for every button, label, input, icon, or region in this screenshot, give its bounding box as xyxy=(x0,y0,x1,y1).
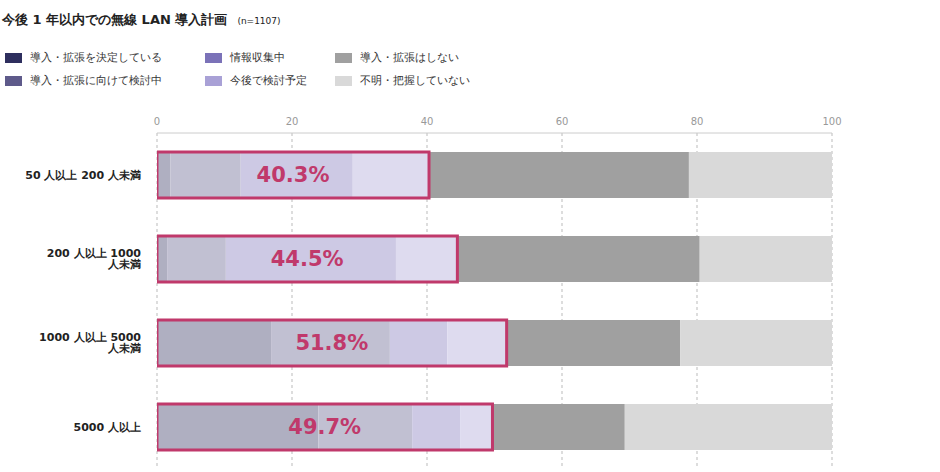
svg-text:1000 人以上 5000人未満: 1000 人以上 5000人未満 xyxy=(39,331,141,355)
svg-text:80: 80 xyxy=(691,116,704,127)
svg-text:40.3%: 40.3% xyxy=(257,163,330,187)
svg-text:40: 40 xyxy=(421,116,434,127)
html-text:今後で検討予定: 今後で検討予定 xyxy=(230,74,307,87)
svg-text:200 人以上 1000人未満: 200 人以上 1000人未満 xyxy=(47,247,142,271)
svg-text:0: 0 xyxy=(154,116,160,127)
html-text:導入・拡張はしない: 導入・拡張はしない xyxy=(360,51,459,64)
svg-text:44.5%: 44.5% xyxy=(271,247,344,271)
svg-text:20: 20 xyxy=(286,116,299,127)
svg-text:50 人以上 200 人未満: 50 人以上 200 人未満 xyxy=(25,169,141,182)
svg-text:49.7%: 49.7% xyxy=(288,415,361,439)
html-text:導入・拡張に向けて検討中: 導入・拡張に向けて検討中 xyxy=(30,74,162,87)
html-text:(n=1107): (n=1107) xyxy=(237,16,281,26)
svg-text:100: 100 xyxy=(822,116,841,127)
html-text:情報収集中: 情報収集中 xyxy=(230,51,285,64)
html-text:導入・拡張を決定している: 導入・拡張を決定している xyxy=(30,51,162,64)
html-text:今後 1 年以内での無線 LAN 導入計画: 今後 1 年以内での無線 LAN 導入計画 xyxy=(2,12,228,27)
svg-text:60: 60 xyxy=(556,116,569,127)
svg-text:51.8%: 51.8% xyxy=(295,331,368,355)
svg-text:5000 人以上: 5000 人以上 xyxy=(74,421,141,434)
html-text:不明・把握していない: 不明・把握していない xyxy=(360,74,470,87)
